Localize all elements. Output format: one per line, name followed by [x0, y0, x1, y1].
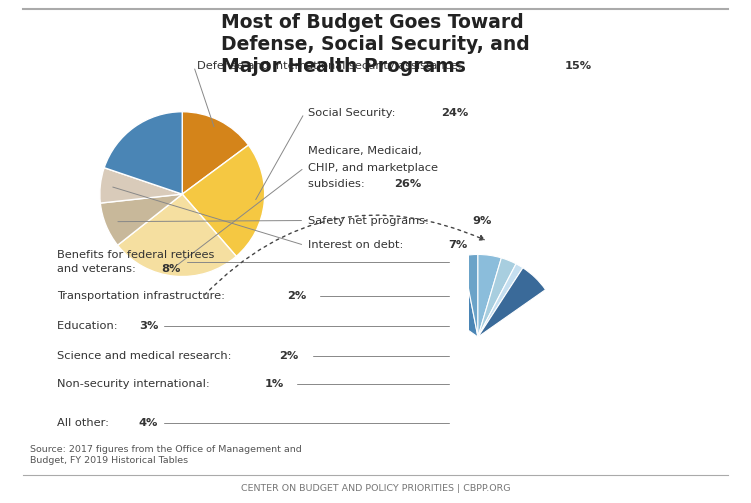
- Text: 3%: 3%: [139, 321, 158, 331]
- Text: Non-security international:: Non-security international:: [57, 379, 214, 389]
- Text: Safety net programs:: Safety net programs:: [308, 215, 432, 225]
- Text: Education:: Education:: [57, 321, 122, 331]
- Text: 2%: 2%: [287, 291, 306, 301]
- Wedge shape: [410, 256, 478, 337]
- Text: Most of Budget Goes Toward
Defense, Social Security, and
Major Health Programs: Most of Budget Goes Toward Defense, Soci…: [221, 13, 530, 75]
- Wedge shape: [104, 112, 182, 194]
- Text: 26%: 26%: [394, 179, 421, 189]
- Wedge shape: [478, 264, 523, 337]
- Text: 9%: 9%: [472, 215, 491, 225]
- Wedge shape: [478, 258, 516, 337]
- Wedge shape: [478, 255, 502, 337]
- Text: Benefits for federal retirees: Benefits for federal retirees: [57, 249, 215, 260]
- Text: Science and medical research:: Science and medical research:: [57, 351, 236, 361]
- Text: 4%: 4%: [139, 417, 158, 428]
- Text: 1%: 1%: [264, 379, 284, 389]
- Text: All other:: All other:: [57, 417, 113, 428]
- Wedge shape: [478, 268, 545, 337]
- Text: Interest on debt:: Interest on debt:: [308, 240, 406, 250]
- Text: Medicare, Medicaid,: Medicare, Medicaid,: [308, 146, 421, 156]
- FancyArrowPatch shape: [205, 215, 484, 295]
- Text: 7%: 7%: [448, 240, 468, 250]
- Text: 15%: 15%: [566, 61, 593, 71]
- Wedge shape: [182, 145, 264, 257]
- Text: 2%: 2%: [279, 351, 299, 361]
- Text: and veterans:: and veterans:: [57, 264, 140, 274]
- Text: Defense and international security assistance:: Defense and international security assis…: [197, 61, 466, 71]
- Text: Source: 2017 figures from the Office of Management and
Budget, FY 2019 Historica: Source: 2017 figures from the Office of …: [30, 445, 302, 465]
- Text: Transportation infrastructure:: Transportation infrastructure:: [57, 291, 229, 301]
- Text: CHIP, and marketplace: CHIP, and marketplace: [308, 163, 438, 173]
- Wedge shape: [182, 112, 249, 194]
- Wedge shape: [462, 255, 478, 337]
- Text: 8%: 8%: [161, 264, 180, 274]
- Wedge shape: [118, 194, 237, 277]
- Text: CENTER ON BUDGET AND POLICY PRIORITIES | CBPP.ORG: CENTER ON BUDGET AND POLICY PRIORITIES |…: [241, 484, 510, 493]
- Text: Social Security:: Social Security:: [308, 108, 399, 118]
- Wedge shape: [101, 194, 182, 245]
- Text: subsidies:: subsidies:: [308, 179, 368, 189]
- Wedge shape: [100, 167, 182, 203]
- Text: 24%: 24%: [441, 108, 468, 118]
